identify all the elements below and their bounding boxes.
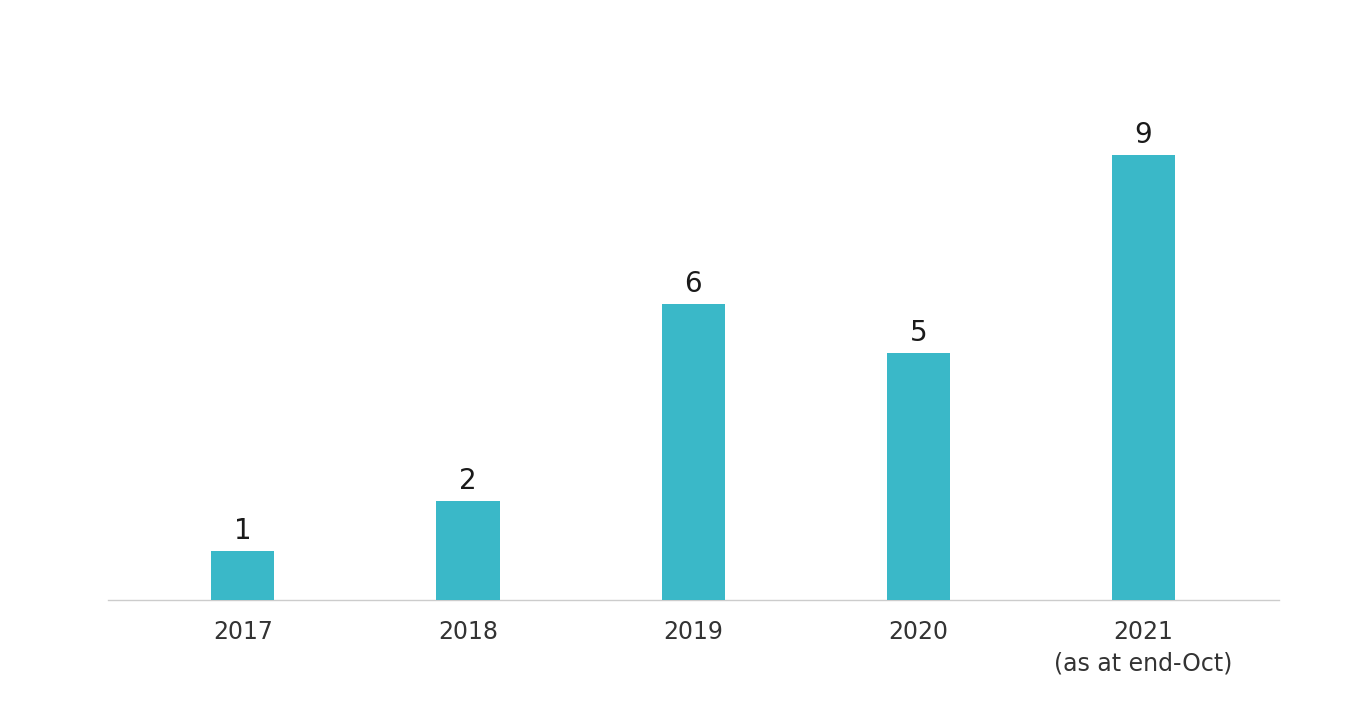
Text: 2: 2: [459, 467, 476, 496]
Bar: [887, 353, 950, 600]
Bar: [1112, 155, 1175, 600]
Bar: [211, 551, 275, 600]
Bar: [662, 304, 724, 600]
Bar: [436, 501, 499, 600]
Text: 6: 6: [684, 270, 703, 298]
Text: 5: 5: [910, 319, 927, 347]
Text: 9: 9: [1135, 121, 1152, 150]
Text: 1: 1: [234, 517, 252, 545]
